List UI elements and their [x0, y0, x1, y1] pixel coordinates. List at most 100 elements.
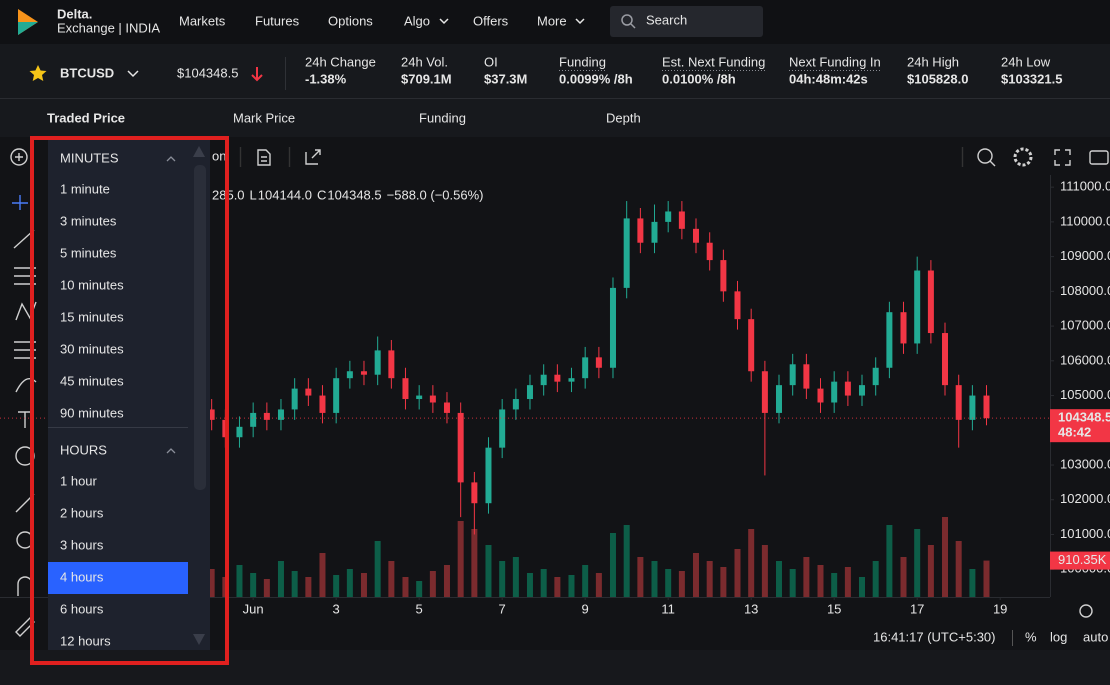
section-title[interactable]: MINUTES	[60, 150, 119, 165]
volume-bar	[319, 553, 326, 597]
footer-option[interactable]: log	[1050, 629, 1067, 644]
candle-body	[761, 371, 768, 413]
volume-bar	[734, 549, 741, 597]
candle-body	[858, 385, 865, 396]
dropdown-item[interactable]: 10 minutes	[60, 277, 124, 292]
footer-time: 16:41:17 (UTC+5:30)	[873, 629, 995, 644]
dropdown-item[interactable]: 5 minutes	[60, 245, 117, 260]
favorite-star[interactable]	[29, 65, 47, 81]
candle-body	[485, 447, 492, 504]
volume-bar	[872, 561, 879, 597]
tab[interactable]: Funding	[419, 110, 466, 125]
nav-item[interactable]: Options	[328, 13, 373, 28]
tab[interactable]: Depth	[606, 110, 641, 125]
candle-body	[305, 388, 312, 396]
legend-change: −588.0 (−0.56%)	[387, 187, 484, 202]
logo-title: Delta.	[57, 6, 92, 21]
symbol[interactable]: BTCUSD	[60, 65, 114, 80]
candle-body	[512, 399, 519, 410]
chevron[interactable]	[127, 70, 139, 78]
volume-bar	[983, 560, 990, 597]
selected-item[interactable]: 4 hours	[60, 569, 104, 584]
footer-bg	[0, 650, 1110, 685]
scroll-up[interactable]	[193, 146, 205, 157]
footer-option[interactable]: %	[1025, 629, 1037, 644]
dropdown-item[interactable]: 45 minutes	[60, 373, 124, 388]
icon[interactable]	[1079, 604, 1093, 618]
chevron	[575, 18, 585, 25]
dropdown-item[interactable]: 3 hours	[60, 537, 104, 552]
collapse-chevron[interactable]	[166, 156, 176, 162]
selected-item-bg	[48, 562, 188, 594]
stat-label: Est. Next Funding	[662, 54, 765, 69]
nav-item[interactable]: Algo	[404, 13, 430, 28]
stat-value: -1.38%	[305, 71, 347, 86]
candle-body	[443, 402, 450, 413]
candle-body	[554, 374, 561, 382]
icon[interactable]	[1013, 147, 1033, 167]
icon[interactable]	[977, 148, 993, 164]
icon[interactable]	[18, 411, 32, 428]
search-box[interactable]	[610, 6, 763, 37]
icon[interactable]	[305, 149, 321, 165]
stat-label: 24h High	[907, 54, 959, 69]
dropdown-item[interactable]: 15 minutes	[60, 309, 124, 324]
y-tick-label: 108000.0	[1060, 283, 1110, 298]
icon	[989, 160, 996, 167]
stat-label: Funding	[559, 54, 606, 69]
icon[interactable]	[15, 378, 37, 393]
y-tick-label: 107000.0	[1060, 318, 1110, 333]
icon[interactable]	[12, 195, 28, 210]
candle-body	[540, 374, 547, 386]
logo-mark	[18, 22, 38, 35]
candle-body	[471, 482, 478, 504]
volume-bar	[678, 571, 685, 597]
search-placeholder[interactable]: Search	[646, 12, 687, 27]
volume-bar	[554, 577, 561, 597]
candle-body	[360, 371, 367, 375]
icon[interactable]	[1089, 150, 1109, 165]
volume-bar	[263, 579, 270, 597]
dropdown-item[interactable]: 1 hour	[60, 473, 98, 488]
dropdown-item[interactable]: 1 minute	[60, 181, 110, 196]
nav-item[interactable]: Futures	[255, 13, 300, 28]
candle-body	[678, 211, 685, 229]
icon[interactable]	[257, 149, 271, 166]
volume-bar	[360, 573, 367, 597]
candle-body	[402, 378, 409, 400]
candle-body	[983, 395, 990, 419]
dropdown-item[interactable]: 12 hours	[60, 633, 111, 648]
scroll-down[interactable]	[193, 634, 205, 645]
icon[interactable]	[10, 148, 28, 166]
candle-body	[789, 364, 796, 386]
search-icon	[630, 23, 636, 29]
y-tick-label: 111000.0	[1060, 179, 1110, 194]
nav-item[interactable]: More	[537, 13, 567, 28]
section-title[interactable]: HOURS	[60, 442, 107, 457]
dropdown-item[interactable]: 3 minutes	[60, 213, 117, 228]
candle-body	[955, 385, 962, 420]
icon[interactable]	[1054, 149, 1071, 166]
stat-label: 24h Change	[305, 54, 376, 69]
candle-body	[208, 409, 215, 420]
ticker-bg	[0, 44, 1110, 99]
nav-item[interactable]: Markets	[179, 13, 226, 28]
volume-bar	[927, 545, 934, 597]
dropdown-item[interactable]: 30 minutes	[60, 341, 124, 356]
tab[interactable]: Traded Price	[47, 110, 125, 125]
timeframe-dropdown: MINUTES 1 minute 3 minutes 5 minutes 10 minu…	[48, 140, 210, 650]
tab[interactable]: Mark Price	[233, 110, 295, 125]
dropdown-item[interactable]: 6 hours	[60, 601, 104, 616]
dropdown-item[interactable]: 90 minutes	[60, 405, 124, 420]
volume-bar	[817, 565, 824, 597]
nav-item[interactable]: Offers	[473, 13, 509, 28]
collapse-chevron[interactable]	[166, 448, 176, 454]
logo-subtitle: Exchange | INDIA	[57, 20, 160, 35]
volume-bar	[388, 561, 395, 597]
footer-option[interactable]: auto	[1083, 629, 1108, 644]
x-tick-label: 15	[827, 601, 841, 616]
candle-body	[665, 211, 672, 222]
candle-body	[319, 395, 326, 413]
dropdown-item[interactable]: 2 hours	[60, 505, 104, 520]
x-tick-label: 9	[582, 601, 589, 616]
